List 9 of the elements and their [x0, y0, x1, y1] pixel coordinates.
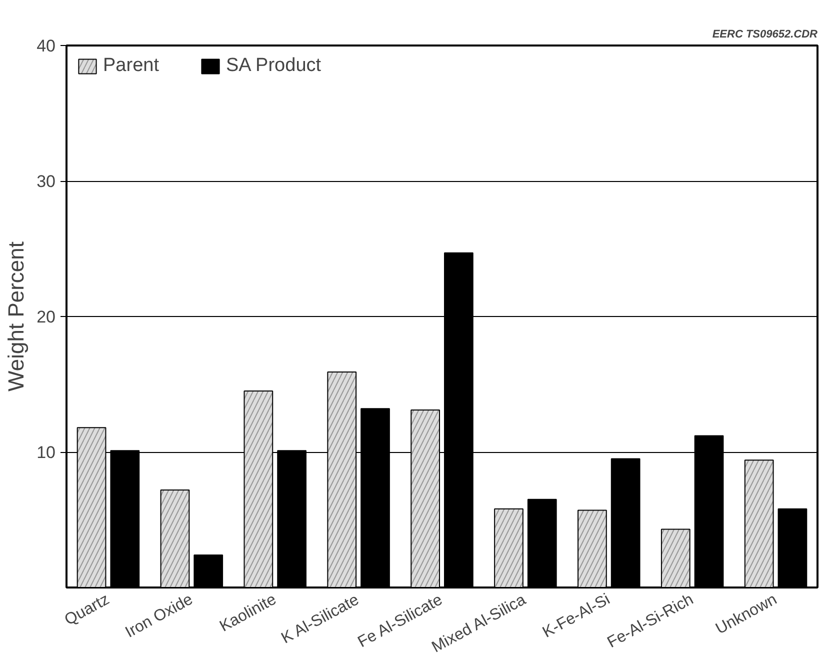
y-tick-label: 40	[36, 36, 56, 56]
x-tick-label: Iron Oxide	[122, 590, 196, 642]
legend-label: SA Product	[226, 55, 322, 77]
y-tick-label: 30	[36, 172, 56, 191]
y-tick-label: 20	[36, 308, 56, 326]
y-axis-title: Weight Percent	[4, 241, 29, 392]
legend-label: Parent	[103, 55, 159, 77]
y-tick-label: 10	[36, 443, 56, 462]
text: EERC TS09652.CDR	[712, 28, 818, 40]
